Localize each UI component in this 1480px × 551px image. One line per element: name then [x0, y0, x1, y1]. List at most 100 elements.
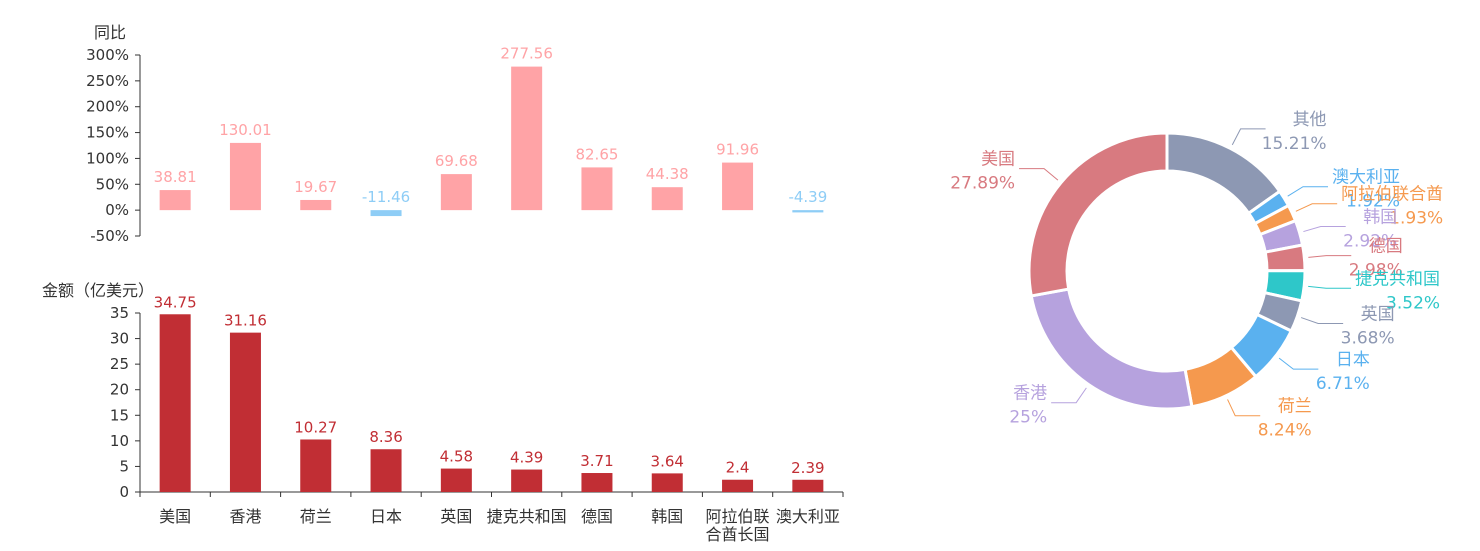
donut-leader-line	[1308, 255, 1352, 258]
top-chart-y-tick-label: 0%	[105, 201, 129, 219]
x-category-label: 香港	[229, 507, 261, 526]
top-bar-value-label: -4.39	[788, 188, 827, 206]
top-bar-value-label: 277.56	[500, 45, 553, 63]
donut-slice-percent: 15.21%	[1262, 134, 1327, 154]
donut-slice-percent: 25%	[1009, 408, 1047, 428]
donut-leader-line	[1278, 357, 1319, 370]
bottom-chart-y-tick-label: 20	[110, 381, 129, 399]
top-bar	[300, 199, 332, 211]
top-bar	[651, 187, 683, 211]
x-category-label: 英国	[440, 507, 472, 526]
top-bar-value-label: 44.38	[646, 165, 689, 183]
top-bar-value-label: 130.01	[219, 121, 272, 139]
bottom-bar-value-label: 2.4	[726, 459, 750, 477]
donut-slice-name: 荷兰	[1278, 397, 1312, 417]
donut-slice-name: 英国	[1361, 304, 1395, 324]
donut-leader-line	[1295, 203, 1338, 212]
donut-slice-percent: 6.71%	[1316, 374, 1370, 394]
x-category-label: 韩国	[651, 507, 683, 526]
top-chart-y-tick-label: 250%	[86, 72, 129, 90]
donut-slice-name: 澳大利亚	[1332, 168, 1400, 188]
bottom-bar	[511, 469, 543, 492]
donut-slice-percent: 27.89%	[950, 174, 1015, 194]
bottom-bar-value-label: 31.16	[224, 312, 267, 330]
bottom-chart-y-tick-label: 10	[110, 432, 129, 450]
bottom-bar	[722, 479, 754, 492]
top-bar	[159, 190, 191, 211]
donut-slice	[1027, 131, 1169, 298]
top-bar	[581, 167, 613, 211]
x-category-label: 美国	[159, 507, 191, 526]
donut-slice-percent: 3.68%	[1341, 328, 1395, 348]
top-bar	[370, 210, 402, 217]
top-chart-y-tick-label: 150%	[86, 124, 129, 142]
top-chart-y-tick-label: -50%	[90, 227, 129, 245]
donut-slice	[1029, 287, 1194, 411]
bottom-chart-y-tick-label: 15	[110, 406, 129, 424]
x-category-label: 日本	[370, 507, 402, 526]
bottom-bar-value-label: 2.39	[791, 459, 824, 477]
bottom-bar	[792, 479, 824, 492]
top-bar	[792, 210, 824, 213]
bottom-chart-y-tick-label: 0	[119, 483, 129, 501]
top-chart-y-tick-label: 100%	[86, 149, 129, 167]
donut-slice-percent: 8.24%	[1258, 421, 1312, 441]
donut-leader-line	[1287, 186, 1329, 197]
donut-leader-line	[1303, 226, 1346, 233]
bottom-chart-y-tick-label: 25	[110, 355, 129, 373]
top-bar-value-label: 19.67	[294, 178, 337, 196]
donut-leader-line	[1019, 168, 1059, 181]
top-bar-value-label: 91.96	[716, 141, 759, 159]
top-chart-y-tick-label: 300%	[86, 46, 129, 64]
x-category-label: 澳大利亚	[776, 507, 840, 526]
donut-slice-name: 美国	[981, 150, 1015, 170]
donut-slice-percent: 2.92%	[1343, 232, 1397, 252]
donut-leader-line	[1300, 317, 1344, 324]
bottom-bar-value-label: 34.75	[154, 293, 197, 311]
x-category-label: 阿拉伯联	[706, 507, 770, 526]
donut-leader-line	[1227, 399, 1261, 417]
x-category-label: 荷兰	[300, 507, 332, 526]
donut-slice-name: 阿拉伯联合酋	[1341, 185, 1443, 205]
donut-slice-percent: 1.92%	[1346, 192, 1400, 212]
donut-slice-percent: 3.52%	[1386, 293, 1440, 313]
donut-slice-name: 捷克共和国	[1355, 269, 1440, 289]
top-bar	[440, 174, 472, 211]
top-chart-y-axis-title: 同比	[94, 23, 126, 42]
donut-slice-name: 日本	[1336, 350, 1370, 370]
bottom-bar	[159, 314, 191, 492]
donut-slice-name: 香港	[1013, 384, 1047, 404]
donut-slice-name: 韩国	[1363, 208, 1397, 228]
x-category-label: 捷克共和国	[487, 507, 567, 526]
top-chart-y-tick-label: 200%	[86, 98, 129, 116]
bottom-bar-value-label: 8.36	[369, 428, 402, 446]
donut-leader-line	[1308, 285, 1352, 289]
top-bar	[229, 142, 261, 211]
bottom-bar	[229, 332, 261, 492]
bottom-chart-y-tick-label: 35	[110, 304, 129, 322]
donut-slice-name: 德国	[1369, 237, 1403, 257]
top-bar	[511, 66, 543, 211]
top-bar-value-label: 69.68	[435, 152, 478, 170]
bottom-bar-value-label: 3.71	[580, 452, 613, 470]
bottom-bar-value-label: 10.27	[294, 418, 337, 436]
donut-slice-name: 其他	[1293, 110, 1327, 130]
bottom-bar-value-label: 4.39	[510, 449, 543, 467]
top-chart-y-tick-label: 50%	[96, 175, 129, 193]
top-bar-value-label: 82.65	[575, 145, 618, 163]
bottom-bar-value-label: 3.64	[651, 452, 684, 470]
top-bar-value-label: 38.81	[154, 168, 197, 186]
bottom-bar	[651, 473, 683, 492]
bottom-bar	[370, 449, 402, 492]
bottom-chart-y-axis-title: 金额（亿美元）	[42, 281, 154, 300]
x-category-label: 合酋长国	[706, 525, 770, 544]
bottom-bar	[440, 468, 472, 492]
bottom-chart-y-tick-label: 30	[110, 330, 129, 348]
donut-leader-line	[1231, 128, 1266, 146]
donut-slice-percent: 2.98%	[1349, 261, 1403, 281]
bottom-chart-y-tick-label: 5	[119, 457, 129, 475]
donut-leader-line	[1051, 387, 1087, 404]
x-category-label: 德国	[581, 507, 613, 526]
